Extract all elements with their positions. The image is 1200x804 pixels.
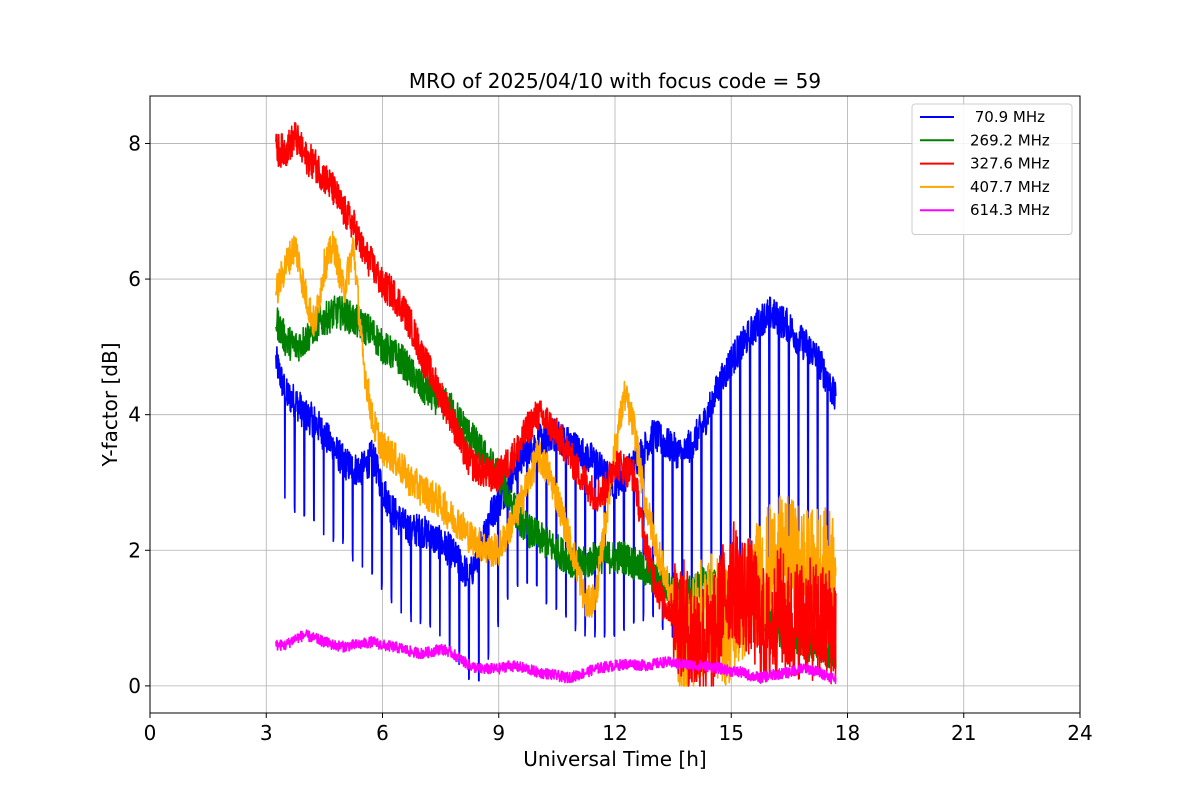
x-tick-label: 6 <box>376 721 389 745</box>
series-line-3 <box>275 230 837 687</box>
y-axis-label: Y-factor [dB] <box>98 342 122 467</box>
legend: 70.9 MHz 269.2 MHz 327.6 MHz 407.7 MHz 614.3… <box>911 103 1073 235</box>
legend-label: 269.2 MHz <box>970 131 1050 149</box>
legend-label: 407.7 MHz <box>970 178 1050 196</box>
chart-title: MRO of 2025/04/10 with focus code = 59 <box>409 69 821 93</box>
x-tick-label: 12 <box>602 721 627 745</box>
series-line-4 <box>275 629 837 685</box>
y-tick-label: 8 <box>128 131 141 155</box>
x-axis-label: Universal Time [h] <box>523 747 706 771</box>
y-tick-label: 4 <box>128 403 141 427</box>
x-tick-label: 3 <box>260 721 273 745</box>
x-tick-label: 21 <box>951 721 976 745</box>
legend-box <box>911 103 1073 235</box>
x-tick-label: 15 <box>719 721 744 745</box>
x-tick-label: 24 <box>1067 721 1092 745</box>
legend-label: 614.3 MHz <box>970 201 1050 219</box>
y-tick-label: 6 <box>128 267 141 291</box>
legend-label: 327.6 MHz <box>970 155 1050 173</box>
x-tick-label: 9 <box>492 721 505 745</box>
y-tick-label: 0 <box>128 674 141 698</box>
series-group <box>275 122 837 687</box>
x-tick-label: 0 <box>144 721 157 745</box>
x-tick-label: 18 <box>835 721 860 745</box>
y-tick-label: 2 <box>128 538 141 562</box>
legend-label: 70.9 MHz <box>970 108 1045 126</box>
series-line-2 <box>275 122 837 687</box>
